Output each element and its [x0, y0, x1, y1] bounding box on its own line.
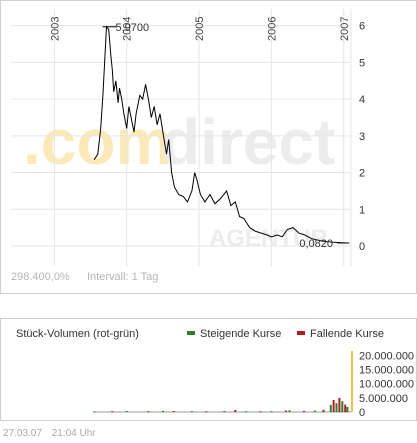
- y-tick-label: 1: [359, 204, 365, 216]
- y-tick-label: 4: [359, 94, 365, 106]
- footer-time: 21:04 Uhr: [51, 428, 96, 439]
- volume-bar: [302, 410, 305, 412]
- volume-bar: [332, 400, 335, 412]
- y-tick-label: 5: [359, 57, 365, 69]
- volume-bar: [341, 401, 344, 412]
- volume-bar: [172, 411, 175, 413]
- footer-date: 27.03.07: [3, 428, 42, 439]
- volume-bar: [190, 411, 193, 413]
- volume-y-tick-label: 0: [359, 407, 365, 419]
- volume-bar: [259, 411, 262, 413]
- interval-label: Intervall: 1 Tag: [87, 271, 158, 283]
- y-tick-label: 0: [359, 241, 365, 253]
- watermark-left: .com: [23, 106, 172, 178]
- price-x-labels: 2003 2004 2005 2006 2007: [49, 17, 350, 41]
- volume-bar: [313, 410, 316, 412]
- volume-title: Stück-Volumen (rot-grün): [16, 328, 139, 340]
- y-tick-label: 3: [359, 131, 365, 143]
- volume-bar: [322, 409, 325, 412]
- legend-falling-swatch: [297, 331, 305, 335]
- volume-bar: [125, 411, 128, 413]
- volume-chart: Stück-Volumen (rot-grün) Steigende Kurse…: [16, 328, 414, 419]
- year-label: 2003: [49, 17, 61, 41]
- volume-bar: [223, 411, 226, 413]
- volume-bar: [93, 411, 96, 413]
- volume-bar: [245, 411, 248, 413]
- y-tick-label: 2: [359, 168, 365, 180]
- legend-falling: Fallende Kurse: [310, 328, 384, 340]
- volume-y-ticks: 0 5.000.000 10.000.000 15.000.000 20.000.000: [359, 350, 414, 419]
- legend-rising-swatch: [187, 331, 195, 335]
- volume-bar: [346, 406, 349, 412]
- volume-bar: [270, 411, 273, 413]
- watermark-right: direct: [161, 106, 335, 178]
- volume-y-tick-label: 5.000.000: [359, 393, 408, 405]
- volume-bar: [329, 404, 332, 412]
- year-label: 2007: [339, 17, 351, 41]
- volume-y-tick-label: 10.000.000: [359, 379, 414, 391]
- price-y-ticks: 0 1 2 3 4 5 6: [350, 9, 365, 266]
- volume-bars: [93, 397, 349, 413]
- year-label: 2006: [266, 17, 278, 41]
- year-label: 2004: [122, 17, 134, 41]
- volume-bar: [205, 411, 208, 413]
- volume-chart-panel: Stück-Volumen (rot-grün) Steigende Kurse…: [0, 318, 417, 421]
- min-value-label: 0,0820: [299, 238, 333, 250]
- volume-bar: [284, 410, 287, 412]
- watermark-small: AGENTUR: [209, 225, 328, 252]
- volume-bar: [338, 397, 341, 412]
- year-label: 2005: [194, 17, 206, 41]
- max-value-label: 5,9700: [115, 22, 149, 34]
- price-chart: .com direct AGENTUR 2003 2004 2005 2006 2007…: [11, 9, 365, 283]
- volume-y-tick-label: 20.000.000: [359, 350, 414, 362]
- volume-y-tick-label: 15.000.000: [359, 364, 414, 376]
- price-series-line: [93, 25, 348, 244]
- volume-bar: [111, 411, 114, 413]
- footer: 27.03.07 21:04 Uhr: [3, 428, 103, 439]
- volume-bar: [335, 403, 338, 412]
- volume-bar: [147, 411, 150, 413]
- y-tick-label: 6: [359, 21, 365, 33]
- volume-bar: [234, 410, 237, 412]
- legend-rising: Steigende Kurse: [200, 328, 281, 340]
- bottom-left-value: 298.400,0%: [11, 271, 70, 283]
- volume-bar: [344, 404, 347, 412]
- price-grid: [11, 9, 351, 266]
- volume-bar: [161, 410, 164, 412]
- price-chart-panel: .com direct AGENTUR 2003 2004 2005 2006 2007…: [0, 0, 417, 294]
- volume-bar: [288, 410, 291, 412]
